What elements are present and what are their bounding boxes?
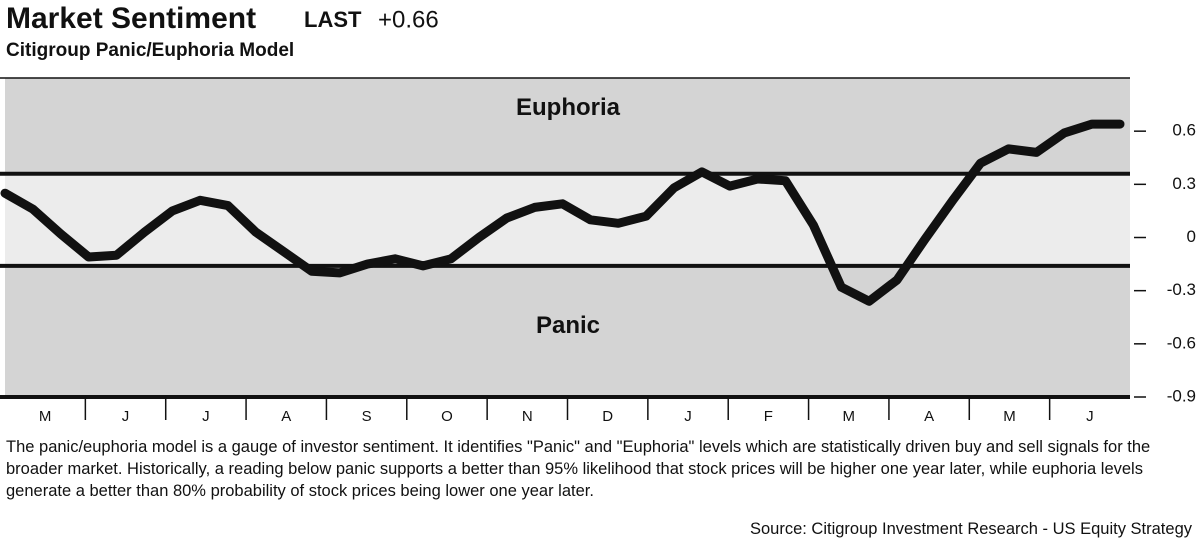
x-tick-label: O	[441, 408, 453, 425]
x-tick-label: A	[924, 408, 934, 425]
x-tick-label: F	[764, 408, 773, 425]
last-value: +0.66	[378, 6, 439, 33]
x-tick-label: A	[281, 408, 291, 425]
y-tick-label: -0.3	[1167, 280, 1196, 299]
footnote: The panic/euphoria model is a gauge of i…	[6, 438, 1151, 500]
panic-zone	[5, 265, 1130, 397]
y-tick-label: 0.6	[1172, 121, 1196, 140]
x-tick-label: M	[843, 408, 856, 425]
x-tick-label: J	[1086, 408, 1094, 425]
euphoria-zone	[5, 78, 1130, 174]
source: Source: Citigroup Investment Research - …	[749, 520, 1192, 538]
y-tick-label: -0.6	[1167, 333, 1196, 352]
x-tick-label: D	[602, 408, 613, 425]
x-tick-label: J	[122, 408, 130, 425]
last-label: LAST	[304, 7, 362, 32]
x-tick-label: N	[522, 408, 533, 425]
sentiment-line	[0, 119, 1125, 306]
zone-label: Euphoria	[516, 94, 621, 121]
chart-title: Market Sentiment	[6, 2, 256, 35]
x-tick-label: J	[202, 408, 210, 425]
x-tick-label: S	[362, 408, 372, 425]
y-tick-label: 0	[1187, 227, 1196, 246]
chart: Market Sentiment LAST +0.66 Citigroup Pa…	[0, 2, 1196, 425]
chart-subtitle: Citigroup Panic/Euphoria Model	[6, 40, 294, 61]
y-tick-label: 0.3	[1172, 174, 1196, 193]
x-tick-label: M	[1003, 408, 1016, 425]
x-tick-label: M	[39, 408, 52, 425]
y-tick-label: -0.9	[1167, 386, 1196, 405]
zone-label: Panic	[536, 312, 600, 339]
x-tick-label: J	[684, 408, 692, 425]
